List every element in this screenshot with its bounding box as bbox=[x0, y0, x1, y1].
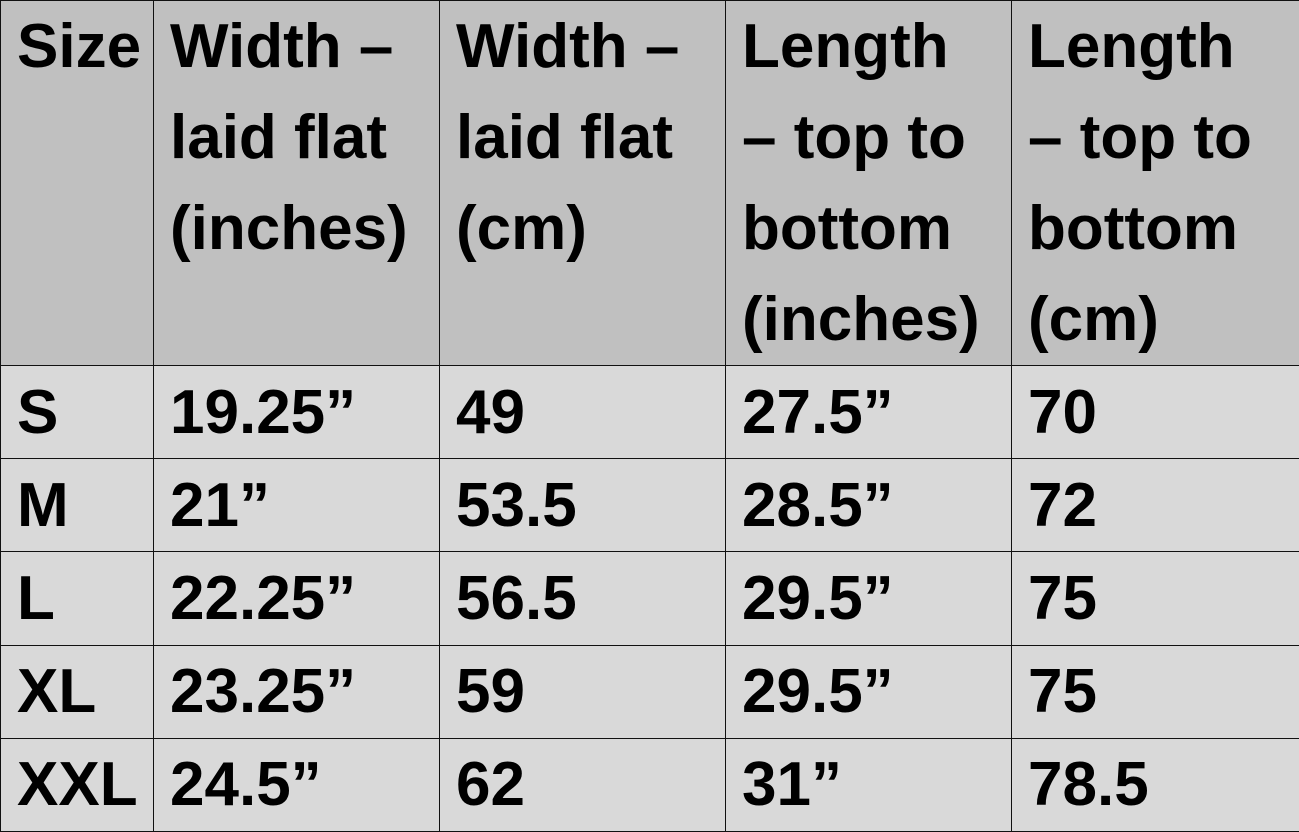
header-line: Length bbox=[1028, 12, 1235, 81]
cell-width-cm: 49 bbox=[439, 364, 726, 460]
cell-width-inches: 19.25” bbox=[153, 364, 440, 460]
cell-width-inches: 23.25” bbox=[153, 644, 440, 739]
cell-width-cm: 62 bbox=[439, 737, 726, 832]
header-size: Size bbox=[0, 0, 154, 366]
header-line: laid flat bbox=[170, 103, 388, 172]
header-line: bottom bbox=[742, 194, 953, 263]
cell-size: L bbox=[0, 551, 154, 646]
header-line: Size bbox=[17, 12, 142, 81]
header-line: Width – bbox=[456, 12, 680, 81]
header-length-cm: Length – top to bottom (cm) bbox=[1011, 0, 1299, 366]
cell-length-inches: 28.5” bbox=[725, 458, 1012, 553]
header-length-inches: Length – top to bottom (inches) bbox=[725, 0, 1012, 366]
header-line: – top to bbox=[742, 103, 966, 172]
header-line: (inches) bbox=[170, 194, 408, 263]
header-line: Width – bbox=[170, 12, 394, 81]
header-line: (inches) bbox=[742, 285, 980, 354]
cell-width-inches: 24.5” bbox=[153, 737, 440, 832]
cell-size: S bbox=[0, 364, 154, 460]
cell-length-cm: 70 bbox=[1011, 364, 1299, 460]
header-row: Size Width – laid flat (inches) Width – laid … bbox=[0, 0, 1299, 366]
cell-width-inches: 21” bbox=[153, 458, 440, 553]
header-line: Length bbox=[742, 12, 949, 81]
cell-width-inches: 22.25” bbox=[153, 551, 440, 646]
cell-width-cm: 56.5 bbox=[439, 551, 726, 646]
cell-size: XL bbox=[0, 644, 154, 739]
cell-size: XXL bbox=[0, 737, 154, 832]
cell-length-inches: 27.5” bbox=[725, 364, 1012, 460]
header-line: (cm) bbox=[456, 194, 587, 263]
header-width-cm: Width – laid flat (cm) bbox=[439, 0, 726, 366]
cell-length-cm: 78.5 bbox=[1011, 737, 1299, 832]
header-line: laid flat bbox=[456, 103, 674, 172]
cell-length-inches: 31” bbox=[725, 737, 1012, 832]
cell-length-inches: 29.5” bbox=[725, 644, 1012, 739]
table-row: L 22.25” 56.5 29.5” 75 bbox=[0, 551, 1299, 646]
table-row: M 21” 53.5 28.5” 72 bbox=[0, 458, 1299, 553]
table-row: XL 23.25” 59 29.5” 75 bbox=[0, 644, 1299, 739]
cell-size: M bbox=[0, 458, 154, 553]
cell-length-cm: 75 bbox=[1011, 551, 1299, 646]
cell-length-inches: 29.5” bbox=[725, 551, 1012, 646]
cell-length-cm: 72 bbox=[1011, 458, 1299, 553]
header-width-inches: Width – laid flat (inches) bbox=[153, 0, 440, 366]
header-line: – top to bbox=[1028, 103, 1252, 172]
header-line: bottom bbox=[1028, 194, 1239, 263]
cell-width-cm: 53.5 bbox=[439, 458, 726, 553]
header-line: (cm) bbox=[1028, 285, 1159, 354]
cell-length-cm: 75 bbox=[1011, 644, 1299, 739]
cell-width-cm: 59 bbox=[439, 644, 726, 739]
table-row: S 19.25” 49 27.5” 70 bbox=[0, 364, 1299, 460]
table-row: XXL 24.5” 62 31” 78.5 bbox=[0, 737, 1299, 832]
